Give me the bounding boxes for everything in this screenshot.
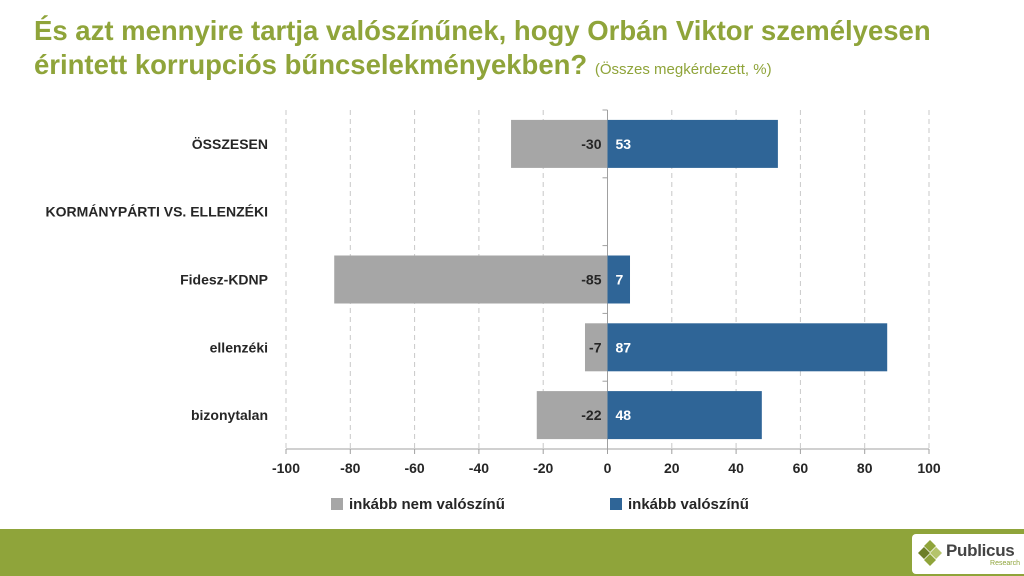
data-label-negative: -7 <box>589 339 602 355</box>
x-tick-label: -60 <box>404 460 424 476</box>
bar-positive <box>607 255 631 304</box>
legend-swatch <box>610 498 622 510</box>
x-tick-label: 40 <box>728 460 744 476</box>
logo-tagline: Research <box>990 560 1020 567</box>
data-label-positive: 7 <box>616 272 624 288</box>
x-tick-label: 20 <box>664 460 680 476</box>
x-tick-label: -20 <box>533 460 553 476</box>
publicus-logo: Publicus Research <box>912 534 1024 574</box>
bar-positive <box>607 391 762 440</box>
x-tick-label: 100 <box>917 460 941 476</box>
footer-bar <box>0 529 1024 576</box>
legend-label: inkább valószínű <box>628 496 749 513</box>
category-label: bizonytalan <box>191 407 268 423</box>
bar-negative <box>536 391 608 440</box>
category-label: KORMÁNYPÁRTI VS. ELLENZÉKI <box>46 204 268 220</box>
logo-diamond-icon <box>918 540 942 566</box>
category-label: ÖSSZESEN <box>192 136 268 152</box>
bar-negative <box>511 119 608 168</box>
chart: -100 -80 -60 -40 -20 0 20 40 60 80 100 ÖSSZESEN -30 5… <box>46 109 941 513</box>
title-subtitle: (Összes megkérdezett, %) <box>594 61 772 78</box>
legend-label: inkább nem valószínű <box>349 496 505 513</box>
x-tick-label: 60 <box>793 460 809 476</box>
x-tick-label: -80 <box>340 460 360 476</box>
x-tick-label: 0 <box>604 460 612 476</box>
logo-name: Publicus <box>946 541 1015 560</box>
data-label-positive: 53 <box>616 136 632 152</box>
x-tick-label: -100 <box>272 460 300 476</box>
legend-swatch <box>331 498 343 510</box>
data-label-positive: 48 <box>616 407 632 423</box>
data-label-negative: -85 <box>581 272 601 288</box>
x-tick-label: -40 <box>469 460 489 476</box>
chart-title: És azt mennyire tartja valószínűnek, hog… <box>34 14 994 87</box>
data-label-positive: 87 <box>616 339 632 355</box>
bar-positive <box>607 323 888 372</box>
bar-negative <box>584 323 608 372</box>
bar-negative <box>334 255 608 304</box>
title-text: És azt mennyire tartja valószínűnek, hog… <box>34 15 931 80</box>
data-label-negative: -30 <box>581 136 601 152</box>
category-label: Fidesz-KDNP <box>180 272 268 288</box>
bar-positive <box>607 119 778 168</box>
category-label: ellenzéki <box>210 339 268 355</box>
x-tick-label: 80 <box>857 460 873 476</box>
data-label-negative: -22 <box>581 407 601 423</box>
